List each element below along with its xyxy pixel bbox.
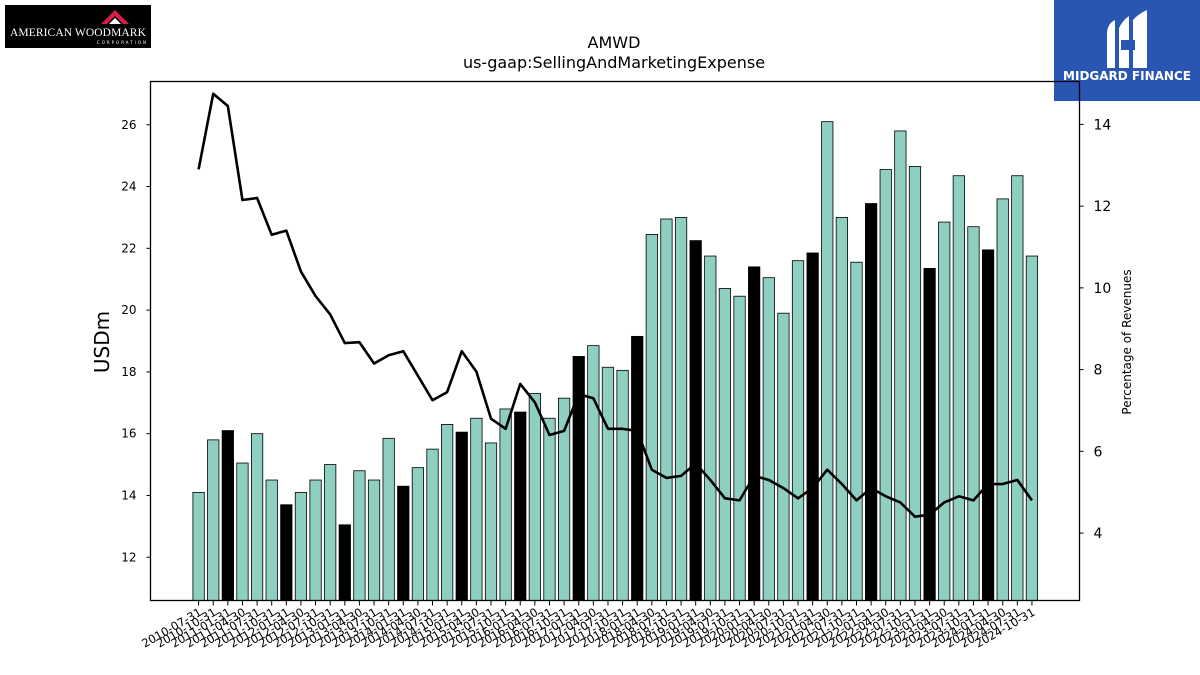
- y-axis-label: USDm: [90, 311, 114, 373]
- bar: [894, 130, 907, 601]
- y2-tick-label: 14: [1094, 117, 1112, 133]
- bar: [689, 240, 702, 601]
- y-tick-label: 26: [121, 118, 136, 132]
- bar: [455, 431, 468, 601]
- american-woodmark-logo: AMERICAN WOODMARK CORPORATION: [5, 5, 151, 48]
- right-axis-ticks: 4 6 8 10 12 14: [1079, 117, 1112, 542]
- bar: [777, 312, 790, 601]
- bar: [923, 267, 936, 601]
- bar: [338, 524, 351, 601]
- bar: [850, 261, 863, 601]
- bar: [762, 277, 775, 601]
- bar: [207, 439, 220, 601]
- y2-axis-label: Percentage of Revenues: [1120, 269, 1134, 414]
- midgard-m-logo-icon: [1107, 10, 1147, 68]
- bar: [806, 252, 819, 601]
- bar: [411, 467, 425, 601]
- bar: [514, 411, 527, 601]
- bar: [221, 430, 234, 601]
- roof-logo-icon: [101, 10, 129, 24]
- bar: [674, 217, 688, 601]
- bar: [382, 437, 395, 601]
- bar: [791, 260, 805, 601]
- bar: [587, 345, 600, 601]
- bar: [426, 448, 439, 601]
- bar: [981, 249, 995, 601]
- logo-left-sub: CORPORATION: [96, 40, 148, 45]
- bar: [952, 175, 965, 601]
- bar: [601, 366, 615, 601]
- bar: [470, 417, 483, 601]
- left-axis-ticks: 12 14 16 18 20 22 24 26: [121, 118, 151, 564]
- y-tick-label: 12: [121, 550, 136, 564]
- bar: [543, 417, 556, 601]
- bar: [1011, 175, 1024, 601]
- bar: [908, 166, 922, 601]
- y-tick-label: 16: [121, 427, 136, 441]
- bar: [821, 121, 834, 601]
- bar: [192, 491, 205, 601]
- bar: [660, 218, 673, 601]
- bar: [236, 462, 249, 601]
- y-tick-label: 24: [121, 180, 136, 194]
- bars-group: [192, 121, 1039, 601]
- bar: [441, 424, 454, 601]
- bar: [938, 221, 951, 601]
- percentage-line: [197, 92, 1033, 519]
- bar: [879, 169, 892, 601]
- bar: [528, 393, 541, 601]
- logo-right-name: MIDGARD FINANCE: [1063, 69, 1191, 83]
- bar: [499, 408, 512, 601]
- bar: [294, 491, 308, 601]
- y-tick-label: 14: [121, 488, 136, 502]
- bar: [280, 504, 293, 601]
- midgard-finance-logo: MIDGARD FINANCE: [1054, 0, 1200, 101]
- bar: [718, 288, 732, 601]
- chart-title: AMWD: [588, 33, 641, 52]
- x-axis-ticks: 2010-07-312010-10-312011-01-312011-04-30…: [139, 600, 1037, 651]
- bar: [967, 226, 980, 601]
- bar: [748, 266, 761, 601]
- percentage-line-group: [197, 92, 1033, 519]
- y-tick-label: 22: [121, 241, 136, 255]
- y2-tick-label: 10: [1094, 281, 1112, 297]
- bar: [367, 479, 381, 601]
- bar: [865, 203, 878, 601]
- chart-subtitle: us-gaap:SellingAndMarketingExpense: [463, 53, 765, 72]
- bar: [1025, 255, 1039, 601]
- y2-tick-label: 12: [1094, 199, 1112, 215]
- y-tick-label: 18: [121, 365, 136, 379]
- bar: [835, 217, 848, 601]
- plot-frame: [149, 80, 1081, 602]
- y2-tick-label: 8: [1094, 363, 1103, 379]
- bar: [645, 234, 658, 601]
- y2-tick-label: 4: [1094, 526, 1103, 542]
- bar: [631, 335, 644, 601]
- bar: [733, 295, 746, 601]
- bar: [484, 442, 498, 601]
- bar: [996, 198, 1009, 601]
- bar: [324, 464, 337, 601]
- bar: [250, 433, 264, 601]
- bar: [309, 479, 322, 601]
- bar: [265, 479, 278, 601]
- bar: [616, 369, 629, 601]
- logo-left-name: AMERICAN WOODMARK: [10, 27, 146, 39]
- bar: [704, 255, 717, 601]
- y-tick-label: 20: [121, 303, 136, 317]
- bar: [397, 485, 410, 601]
- y2-tick-label: 6: [1094, 444, 1103, 460]
- bar: [353, 470, 366, 601]
